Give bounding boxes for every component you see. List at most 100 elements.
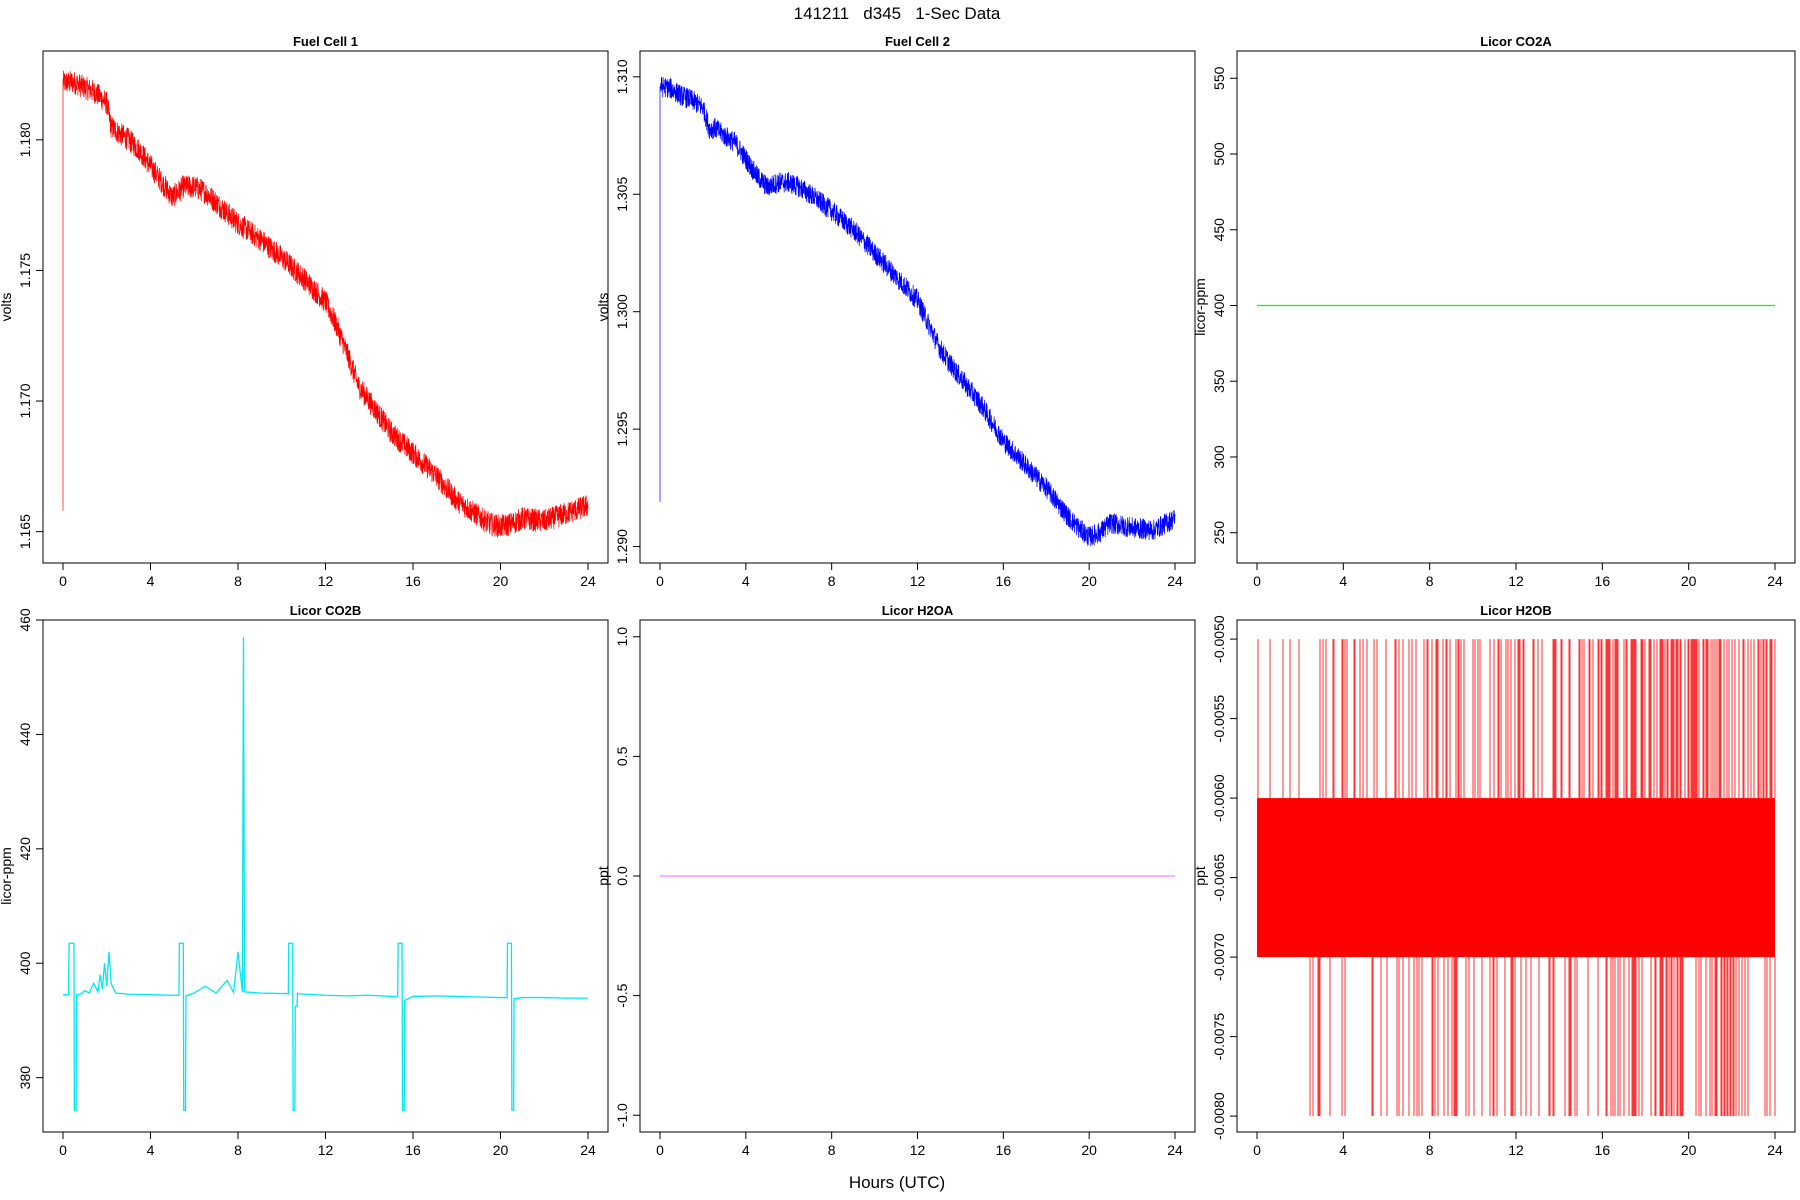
x-tick-label: 24	[1167, 573, 1183, 589]
y-tick-label: -0.0065	[1211, 854, 1227, 902]
y-tick-label: 1.310	[614, 59, 630, 94]
y-tick-label: 1.305	[614, 177, 630, 212]
y-axis-label: ppt	[1192, 866, 1208, 886]
y-axis-label: licor-ppm	[1192, 278, 1208, 336]
x-tick-label: 20	[1681, 573, 1697, 589]
x-tick-label: 24	[1767, 1142, 1783, 1158]
y-tick-label: 400	[17, 951, 33, 975]
y-tick-label: -0.0060	[1211, 774, 1227, 822]
x-tick-label: 16	[405, 1142, 421, 1158]
x-tick-label: 20	[1681, 1142, 1697, 1158]
x-tick-label: 16	[1595, 1142, 1611, 1158]
x-tick-label: 12	[910, 573, 926, 589]
x-tick-label: 16	[996, 573, 1012, 589]
panel-4: Licor H2OA ppt 0 4 8 12 16 20 24 -1.0 -0.5 0.0 0.5 1.…	[595, 603, 1196, 1158]
panel-5: Licor H2OB ppt 0 4 8 12 16 20 24 -0.0080 -0.0075 -0…	[1192, 603, 1796, 1158]
y-tick-label: -0.0075	[1211, 1013, 1227, 1061]
plot-frame	[1236, 50, 1796, 564]
y-axis-label: licor-ppm	[0, 847, 14, 905]
panel-title: Licor H2OA	[882, 603, 954, 618]
x-tick-label: 12	[318, 573, 334, 589]
x-tick-label: 16	[996, 1142, 1012, 1158]
y-tick-label: 0.5	[614, 746, 630, 766]
y-tick-label: 380	[17, 1066, 33, 1090]
figure-title: 141211 d345 1-Sec Data	[794, 4, 1001, 23]
x-tick-label: 8	[234, 573, 242, 589]
panel-title: Licor CO2B	[290, 603, 362, 618]
x-tick-label: 8	[828, 573, 836, 589]
y-tick-label: 1.300	[614, 294, 630, 329]
y-tick-label: 1.0	[614, 627, 630, 647]
y-tick-label: -1.0	[614, 1103, 630, 1127]
y-tick-label: 1.290	[614, 529, 630, 564]
x-tick-label: 4	[147, 573, 155, 589]
y-tick-label: 460	[17, 608, 33, 632]
y-tick-label: 1.165	[17, 514, 33, 549]
panel-title: Fuel Cell 2	[885, 34, 950, 49]
y-tick-label: -0.0070	[1211, 933, 1227, 981]
y-tick-label: -0.0080	[1211, 1092, 1227, 1140]
x-tick-label: 20	[493, 573, 509, 589]
y-axis-label: volts	[0, 293, 14, 322]
x-tick-label: 8	[1426, 1142, 1434, 1158]
x-axis-title: Hours (UTC)	[849, 1173, 945, 1192]
series-spikes	[1257, 639, 1776, 1117]
x-tick-label: 24	[580, 1142, 596, 1158]
x-tick-label: 16	[405, 573, 421, 589]
x-tick-label: 20	[493, 1142, 509, 1158]
x-tick-label: 0	[1253, 573, 1261, 589]
plot-frame	[42, 619, 609, 1133]
y-tick-label: 420	[17, 837, 33, 861]
x-tick-label: 12	[910, 1142, 926, 1158]
data-layer	[659, 76, 1176, 547]
y-tick-label: 250	[1211, 521, 1227, 545]
panel-0: Fuel Cell 1 volts 0 4 8 12 16 20 24 1.165 1.170 1.1…	[0, 34, 609, 589]
y-tick-label: 300	[1211, 445, 1227, 469]
x-tick-label: 12	[318, 1142, 334, 1158]
x-tick-label: 4	[742, 1142, 750, 1158]
series-band	[1257, 798, 1775, 958]
x-tick-label: 0	[1253, 1142, 1261, 1158]
x-tick-label: 20	[1081, 1142, 1097, 1158]
y-tick-label: 440	[17, 723, 33, 747]
y-tick-label: 1.170	[17, 383, 33, 418]
x-tick-label: 24	[1767, 573, 1783, 589]
panel-title: Fuel Cell 1	[293, 34, 358, 49]
panel-title: Licor H2OB	[1480, 603, 1552, 618]
x-tick-label: 0	[656, 573, 664, 589]
data-layer	[1257, 639, 1776, 1117]
x-tick-label: 8	[828, 1142, 836, 1158]
panel-1: Fuel Cell 2 volts 0 4 8 12 16 20 24 1.290 1.295 1.3…	[595, 34, 1196, 589]
y-tick-label: 400	[1211, 294, 1227, 318]
x-tick-label: 4	[147, 1142, 155, 1158]
y-tick-label: -0.5	[614, 983, 630, 1007]
x-tick-label: 12	[1508, 573, 1524, 589]
x-tick-label: 0	[656, 1142, 664, 1158]
x-tick-label: 0	[59, 573, 67, 589]
panel-2: Licor CO2A licor-ppm 0 4 8 12 16 20 24 250 300 350 4…	[1192, 34, 1796, 589]
series-line	[659, 76, 1176, 547]
y-tick-label: 0.0	[614, 866, 630, 886]
y-axis-label: volts	[595, 293, 611, 322]
panel-title: Licor CO2A	[1480, 34, 1552, 49]
series-line	[63, 637, 588, 1111]
y-tick-label: 450	[1211, 218, 1227, 242]
x-tick-label: 24	[580, 573, 596, 589]
series-line	[62, 70, 589, 538]
x-tick-label: 8	[234, 1142, 242, 1158]
y-tick-label: 550	[1211, 66, 1227, 90]
x-tick-label: 4	[742, 573, 750, 589]
y-tick-label: 1.180	[17, 122, 33, 157]
y-axis-label: ppt	[595, 866, 611, 886]
x-tick-label: 20	[1081, 573, 1097, 589]
y-tick-label: 1.175	[17, 253, 33, 288]
y-tick-label: 1.295	[614, 411, 630, 446]
x-tick-label: 12	[1508, 1142, 1524, 1158]
x-tick-label: 4	[1339, 573, 1347, 589]
x-tick-label: 24	[1167, 1142, 1183, 1158]
x-tick-label: 0	[59, 1142, 67, 1158]
panel-3: Licor CO2B licor-ppm 0 4 8 12 16 20 24 380 400 420 4…	[0, 603, 609, 1158]
x-tick-label: 16	[1595, 573, 1611, 589]
